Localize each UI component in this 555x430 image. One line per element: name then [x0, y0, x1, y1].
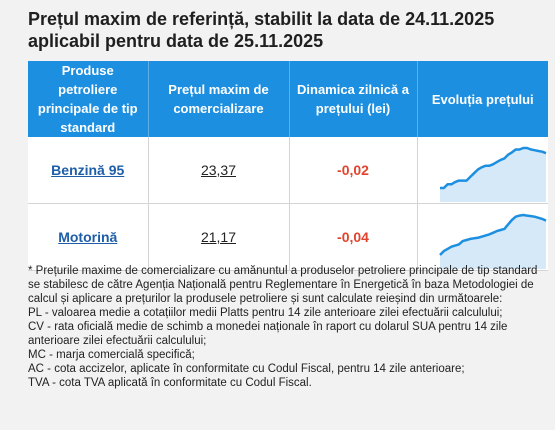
footnote-tva: TVA - cota TVA aplicată în conformitate …: [28, 377, 312, 389]
footnote-ac: AC - cota accizelor, aplicate în conform…: [28, 363, 465, 375]
page-title: Prețul maxim de referință, stabilit la d…: [28, 8, 548, 52]
sparkline-line: [438, 213, 547, 256]
footnote-cv: CV - rata oficială medie de schimb a mon…: [28, 321, 508, 347]
daily-change-benzina-95: -0,02: [337, 162, 369, 178]
table-row: Motorină 21,17 -0,04: [28, 203, 548, 271]
trend-cell: [417, 137, 548, 204]
price-table: Produse petroliere principale de tip sta…: [28, 61, 548, 271]
footnote-mc: MC - marja comercială specifică;: [28, 349, 195, 361]
trend-cell: [417, 203, 548, 271]
header-products: Produse petroliere principale de tip sta…: [28, 61, 149, 137]
footnote-intro: * Prețurile maxime de comercializare cu …: [28, 265, 538, 305]
delta-cell: -0,04: [289, 203, 418, 271]
title-line-2: aplicabil pentru data de 25.11.2025: [28, 31, 324, 51]
product-link-benzina-95[interactable]: Benzină 95: [51, 162, 125, 178]
product-cell: Motorină: [28, 203, 149, 271]
table-header-row: Produse petroliere principale de tip sta…: [28, 61, 548, 137]
sparkline-motorina: [438, 213, 547, 269]
sparkline-line: [439, 146, 546, 190]
footnotes: * Prețurile maxime de comercializare cu …: [28, 264, 548, 390]
sparkline-area: [439, 215, 546, 269]
header-max-price: Prețul maxim de comercializare: [148, 61, 290, 137]
footnote-pl: PL - valoarea medie a cotațiilor medii P…: [28, 307, 503, 319]
table-row: Benzină 95 23,37 -0,02: [28, 137, 548, 204]
product-cell: Benzină 95: [28, 137, 149, 204]
daily-change-motorina: -0,04: [337, 229, 369, 245]
price-cell: 21,17: [148, 203, 290, 271]
sparkline-area: [439, 148, 546, 202]
product-link-motorina[interactable]: Motorină: [58, 229, 118, 245]
header-daily-change: Dinamica zilnică a prețului (lei): [289, 61, 418, 137]
price-cell: 23,37: [148, 137, 290, 204]
header-price-evolution: Evoluția prețului: [417, 61, 548, 137]
sparkline-benzina-95: [439, 146, 546, 202]
price-link-benzina-95[interactable]: 23,37: [200, 162, 237, 178]
delta-cell: -0,02: [289, 137, 418, 204]
title-line-1: Prețul maxim de referință, stabilit la d…: [28, 9, 495, 29]
price-link-motorina[interactable]: 21,17: [200, 229, 237, 245]
